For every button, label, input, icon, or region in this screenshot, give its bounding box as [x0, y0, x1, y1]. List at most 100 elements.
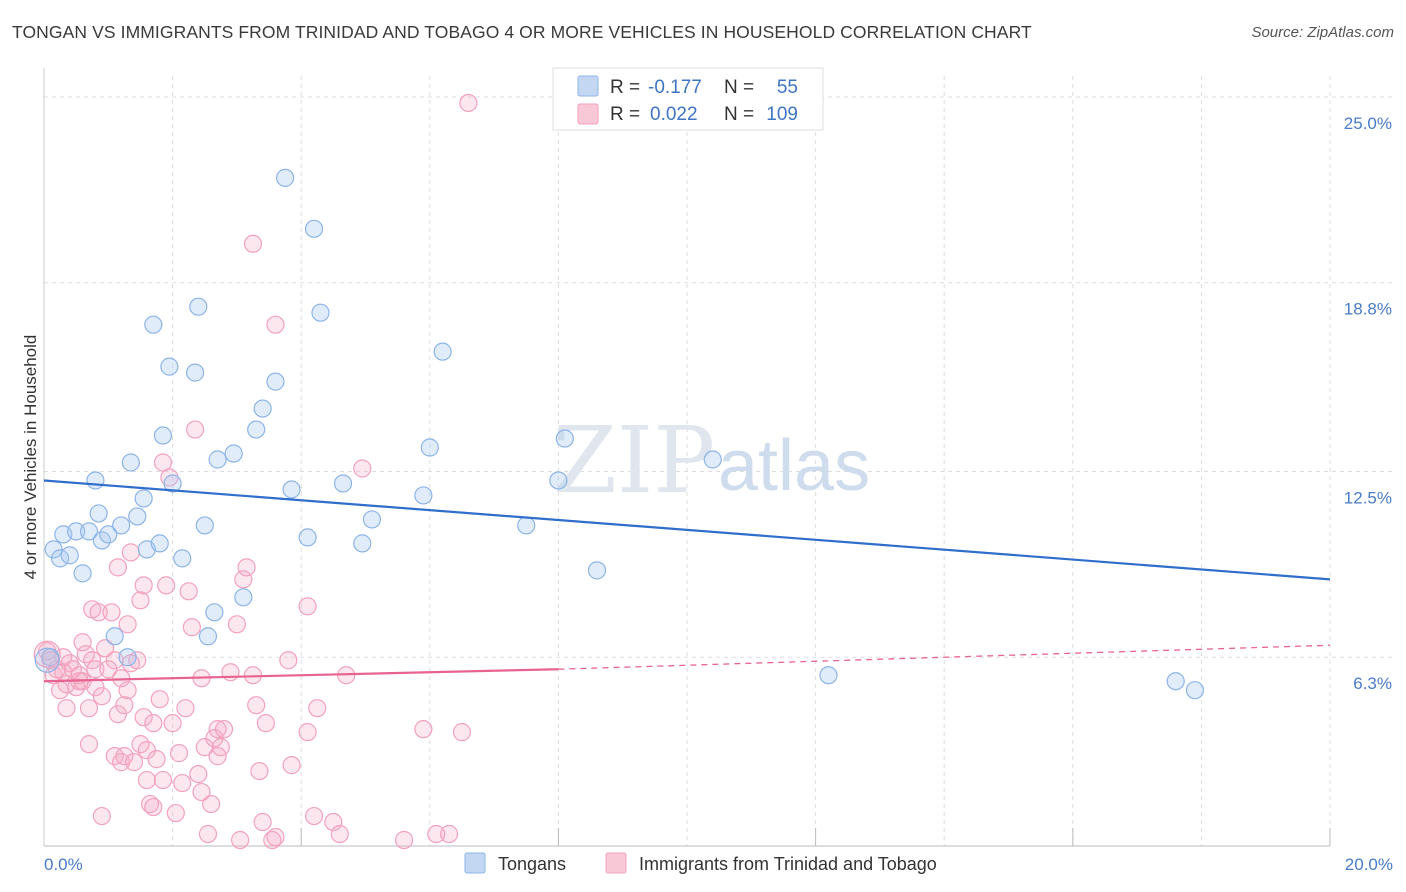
- trinidad-point: [459, 93, 478, 113]
- trinidad-point: [439, 824, 459, 844]
- trinidad-trendline: [43, 668, 559, 683]
- trinidad-point: [57, 699, 76, 718]
- tongans-point: [44, 540, 63, 559]
- trinidad-point: [256, 714, 275, 733]
- trinidad-point: [182, 618, 201, 637]
- tongans-point: [105, 627, 124, 646]
- trinidad-point: [234, 570, 253, 589]
- tongans-point: [276, 168, 295, 187]
- legend-swatch-trinidad: [577, 103, 599, 125]
- trinidad-point: [198, 824, 218, 844]
- y-tick-label: 12.5%: [1344, 488, 1392, 507]
- tongans-point: [79, 522, 99, 541]
- x-tick-label: 0.0%: [44, 855, 83, 874]
- watermark-zip: ZIP: [553, 407, 715, 514]
- tongans-point: [99, 525, 118, 544]
- legend-n-label-2: N =: [724, 104, 754, 125]
- grid-layer: [44, 76, 1392, 846]
- trinidad-point: [452, 723, 472, 742]
- tongans-point: [160, 357, 179, 376]
- tongans-point: [266, 372, 285, 391]
- tongans-point: [819, 666, 838, 685]
- trinidad-point: [108, 705, 128, 724]
- tongans-point: [153, 426, 173, 445]
- trinidad-point: [147, 750, 166, 769]
- tongans-point: [67, 522, 86, 541]
- trinidad-point: [79, 699, 99, 718]
- tongans-point: [150, 534, 169, 553]
- tongans-point: [282, 480, 301, 499]
- trinidad-point: [153, 770, 173, 790]
- trinidad-point: [115, 747, 134, 766]
- legend-r-label-1: R =: [610, 77, 640, 98]
- tongans-point: [433, 342, 452, 361]
- bottom-legend-tongans: Tongans: [498, 854, 566, 874]
- tongans-point: [587, 561, 607, 580]
- legend-r-value-2: 0.022: [650, 104, 698, 125]
- tongans-point: [517, 516, 536, 535]
- trinidad-point: [92, 806, 111, 826]
- trinidad-point: [243, 234, 263, 253]
- trinidad-point: [227, 615, 246, 634]
- tongans-point: [224, 444, 243, 463]
- trinidad-point: [202, 794, 221, 814]
- tongans-point: [89, 504, 108, 523]
- trendlines-layer: [43, 479, 1331, 683]
- tongans-point: [298, 528, 317, 547]
- trinidad-point: [266, 827, 285, 847]
- legend-r-value-1: -0.177: [648, 77, 702, 98]
- trinidad-point: [353, 459, 372, 478]
- trinidad-point: [279, 651, 298, 670]
- legend-box: R = -0.177 N = 55 R = 0.022 N = 109: [552, 67, 824, 131]
- tongans-point: [73, 564, 92, 583]
- trinidad-point: [102, 603, 121, 622]
- tongans-point: [173, 549, 192, 568]
- trinidad-point: [304, 806, 324, 826]
- tongans-point: [128, 507, 147, 526]
- watermark: ZIP atlas: [553, 407, 870, 514]
- trinidad-point: [221, 663, 240, 682]
- tongans-point: [60, 546, 79, 565]
- trinidad-point: [150, 690, 169, 709]
- trinidad-point: [89, 603, 108, 622]
- trinidad-point: [121, 543, 140, 562]
- trinidad-point: [414, 720, 433, 739]
- trinidad-point: [427, 824, 446, 844]
- trinidad-point: [144, 714, 163, 733]
- trinidad-point: [92, 687, 111, 706]
- trinidad-point: [298, 723, 317, 742]
- trinidad-point: [140, 794, 160, 814]
- axes-layer: 25.0% 18.8% 12.5% 6.3% 0.0% 20.0%: [43, 68, 1393, 874]
- y-tick-label: 6.3%: [1353, 674, 1392, 693]
- tongans-point: [549, 471, 568, 490]
- tongans-point: [195, 516, 214, 535]
- watermark-atlas: atlas: [718, 426, 870, 506]
- y-tick-label: 25.0%: [1344, 114, 1392, 133]
- tongans-point: [253, 399, 272, 418]
- tongans-point: [234, 588, 253, 607]
- trinidad-point: [176, 699, 195, 718]
- legend-n-value-1: 55: [777, 77, 798, 98]
- trinidad-point: [163, 714, 182, 733]
- trinidad-point: [86, 660, 105, 679]
- trinidad-point: [208, 720, 227, 739]
- y-axis-label: 4 or more Vehicles in Household: [21, 335, 40, 580]
- trinidad-point: [186, 420, 205, 439]
- tongans-point: [414, 486, 433, 505]
- trinidad-point: [394, 830, 414, 850]
- tongans-point: [118, 648, 137, 667]
- trinidad-point: [124, 753, 144, 772]
- trinidad-point: [179, 582, 198, 601]
- legend-r-label-2: R =: [610, 104, 640, 125]
- trinidad-point: [157, 576, 176, 595]
- tongans-point: [555, 429, 574, 448]
- tongans-trendline: [43, 479, 1331, 581]
- tongans-point: [304, 219, 324, 238]
- trinidad-point: [189, 764, 208, 784]
- trinidad-point: [166, 803, 185, 823]
- trinidad-point: [298, 597, 317, 616]
- legend-swatch-tongans: [577, 75, 599, 97]
- tongans-point: [247, 420, 266, 439]
- trinidad-point: [118, 615, 137, 634]
- tongans-point: [186, 363, 205, 382]
